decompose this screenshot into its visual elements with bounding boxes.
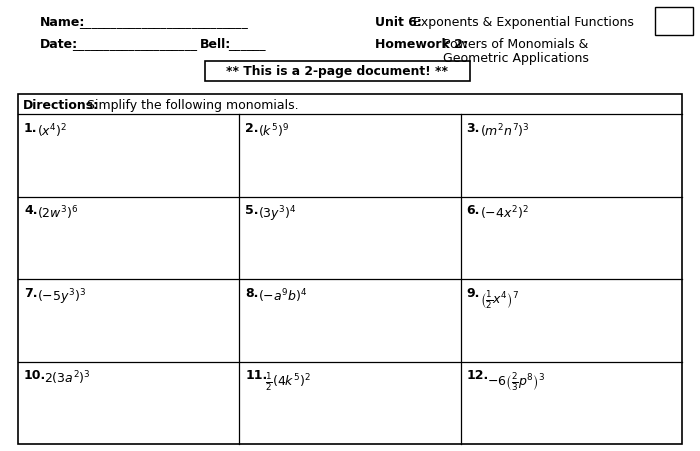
Text: 11.: 11. bbox=[245, 368, 267, 382]
Text: Simplify the following monomials.: Simplify the following monomials. bbox=[83, 99, 299, 112]
Text: Unit 6:: Unit 6: bbox=[375, 16, 422, 29]
Text: 1.: 1. bbox=[24, 122, 38, 135]
Text: 12.: 12. bbox=[467, 368, 489, 382]
Text: ** This is a 2-page document! **: ** This is a 2-page document! ** bbox=[227, 65, 449, 78]
Text: $2(3{a}^{2})^{3}$: $2(3{a}^{2})^{3}$ bbox=[44, 368, 91, 386]
Text: Powers of Monomials &: Powers of Monomials & bbox=[443, 38, 589, 51]
Text: $(-5{y}^{3})^{3}$: $(-5{y}^{3})^{3}$ bbox=[37, 286, 86, 306]
Text: Homework 2:: Homework 2: bbox=[375, 38, 468, 51]
Text: $({k}^{5})^{9}$: $({k}^{5})^{9}$ bbox=[258, 122, 289, 139]
Text: $-6\left(\frac{2}{3}{p}^{8}\right)^{3}$: $-6\left(\frac{2}{3}{p}^{8}\right)^{3}$ bbox=[486, 371, 545, 392]
Text: ___________________________: ___________________________ bbox=[79, 16, 248, 29]
Text: ____________________: ____________________ bbox=[72, 38, 197, 51]
Text: $(-4{x}^{2})^{2}$: $(-4{x}^{2})^{2}$ bbox=[480, 204, 528, 221]
Text: 10.: 10. bbox=[24, 368, 46, 382]
Text: Date:: Date: bbox=[40, 38, 78, 51]
Text: Directions:: Directions: bbox=[23, 99, 99, 112]
Text: $\left(\frac{1}{2}{x}^{4}\right)^{7}$: $\left(\frac{1}{2}{x}^{4}\right)^{7}$ bbox=[480, 288, 519, 310]
Text: Geometric Applications: Geometric Applications bbox=[443, 52, 589, 65]
Text: $(-{a}^{9}b)^{4}$: $(-{a}^{9}b)^{4}$ bbox=[258, 286, 308, 304]
Text: 5.: 5. bbox=[245, 204, 259, 217]
Text: 9.: 9. bbox=[467, 286, 480, 299]
Text: 3.: 3. bbox=[467, 122, 480, 135]
Text: Name:: Name: bbox=[40, 16, 85, 29]
Text: Bell:: Bell: bbox=[200, 38, 231, 51]
Text: $(2{w}^{3})^{6}$: $(2{w}^{3})^{6}$ bbox=[37, 204, 78, 221]
Bar bbox=[655, 8, 693, 36]
Text: 2.: 2. bbox=[245, 122, 259, 135]
Text: 8.: 8. bbox=[245, 286, 259, 299]
Text: ______: ______ bbox=[228, 38, 265, 51]
Text: $({m}^{2}{n}^{7})^{3}$: $({m}^{2}{n}^{7})^{3}$ bbox=[480, 122, 529, 139]
Text: $\frac{1}{2}(4{k}^{5})^{2}$: $\frac{1}{2}(4{k}^{5})^{2}$ bbox=[265, 371, 311, 392]
Text: 4.: 4. bbox=[24, 204, 38, 217]
Text: $(3{y}^{3})^{4}$: $(3{y}^{3})^{4}$ bbox=[258, 204, 297, 224]
Text: 6.: 6. bbox=[467, 204, 480, 217]
Text: 7.: 7. bbox=[24, 286, 38, 299]
Text: Exponents & Exponential Functions: Exponents & Exponential Functions bbox=[413, 16, 634, 29]
Bar bbox=[18, 95, 682, 444]
Text: $({x}^{4})^{2}$: $({x}^{4})^{2}$ bbox=[37, 122, 67, 139]
Bar bbox=[205, 62, 470, 82]
